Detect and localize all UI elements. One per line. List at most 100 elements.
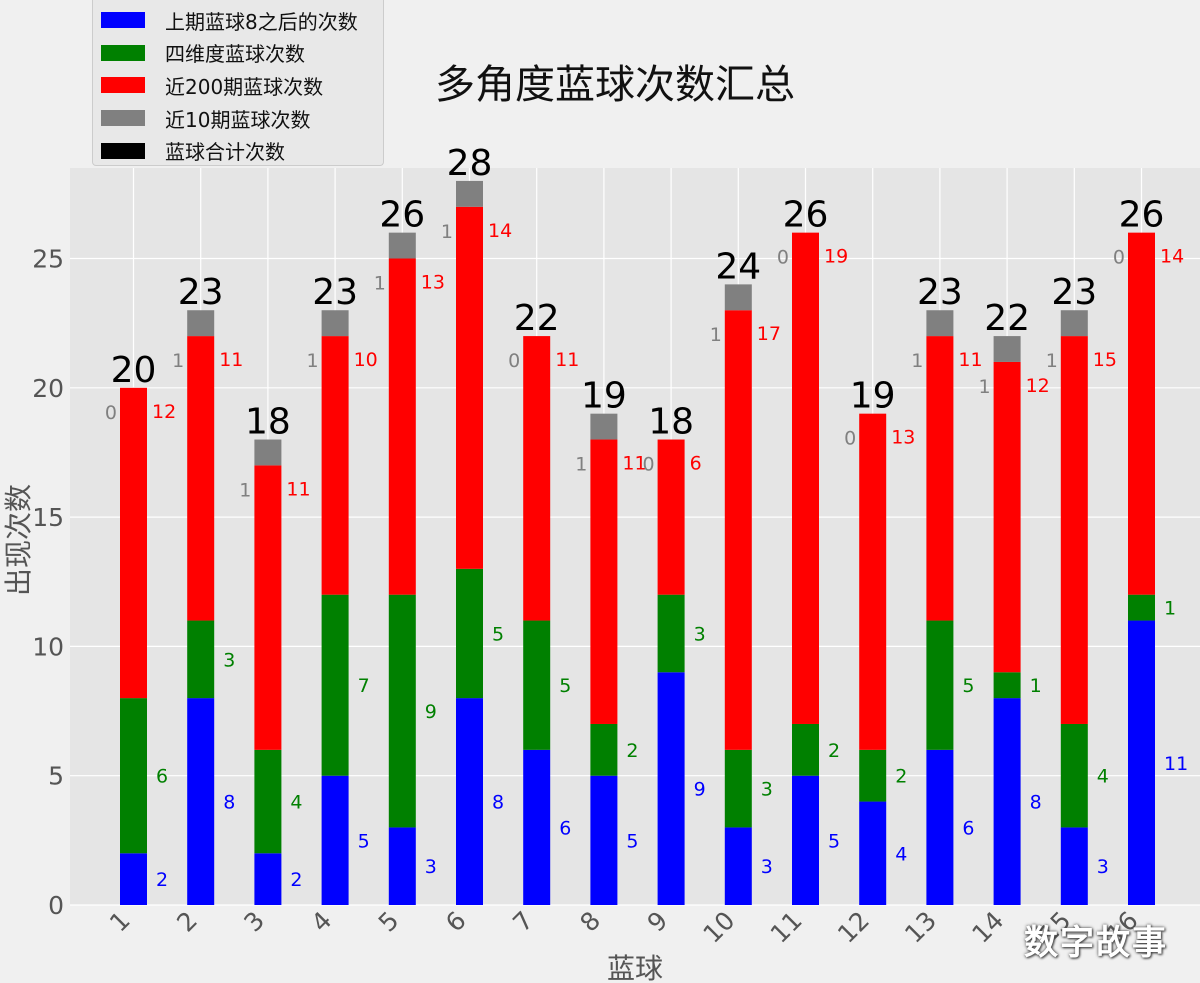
data-label: 5 xyxy=(828,830,840,852)
y-tick-label: 5 xyxy=(48,762,64,791)
data-label: 1 xyxy=(979,376,991,398)
data-label: 1 xyxy=(1164,598,1176,620)
bar-segment xyxy=(926,620,954,750)
bar-segment xyxy=(1128,232,1155,595)
bar-segment xyxy=(1128,594,1155,621)
data-label: 5 xyxy=(358,830,370,852)
data-label: 1 xyxy=(710,324,722,346)
bar-segment xyxy=(187,698,215,905)
bar-segment xyxy=(1060,310,1088,337)
total-label: 26 xyxy=(783,195,829,236)
data-label: 1 xyxy=(374,273,386,295)
bar-segment xyxy=(254,749,282,854)
data-label: 13 xyxy=(891,427,915,449)
data-label: 5 xyxy=(626,830,638,852)
x-tick-label: 13 xyxy=(899,906,942,949)
legend-swatch xyxy=(101,110,145,127)
bar-segment xyxy=(388,827,416,905)
data-label: 3 xyxy=(694,623,706,645)
x-tick-label: 8 xyxy=(574,906,606,938)
watermark: 数字故事 xyxy=(1024,923,1168,963)
total-label: 24 xyxy=(715,246,761,287)
y-tick-label: 0 xyxy=(48,891,64,920)
bar-segment xyxy=(724,284,752,311)
bar-segment xyxy=(388,258,416,595)
bar-segment xyxy=(187,336,215,621)
bar-segment xyxy=(993,698,1021,905)
data-label: 0 xyxy=(844,428,856,450)
data-label: 0 xyxy=(643,454,655,476)
data-label: 1 xyxy=(911,350,923,372)
bar-segment xyxy=(792,775,819,905)
data-label: 0 xyxy=(777,247,789,269)
bar-segment xyxy=(724,310,752,750)
total-label: 19 xyxy=(581,376,627,417)
data-label: 6 xyxy=(962,817,974,839)
data-label: 8 xyxy=(223,792,235,814)
bar-segment xyxy=(120,698,147,854)
bar-segment xyxy=(859,801,887,905)
legend-label: 上期蓝球8之后的次数 xyxy=(165,9,358,34)
x-tick-label: 3 xyxy=(238,906,270,938)
data-label: 17 xyxy=(757,323,781,345)
data-label: 6 xyxy=(156,766,168,788)
legend-item: 近10期蓝球次数 xyxy=(101,102,383,135)
legend-item: 蓝球合计次数 xyxy=(101,134,383,167)
y-tick-label: 20 xyxy=(32,374,64,403)
y-axis-label: 出现次数 xyxy=(2,484,35,596)
y-tick-label: 10 xyxy=(32,632,64,661)
bar-segment xyxy=(657,594,685,673)
bar-segment xyxy=(993,361,1021,673)
total-label: 19 xyxy=(850,376,896,417)
legend-swatch xyxy=(101,142,145,159)
data-label: 5 xyxy=(559,675,571,697)
data-label: 5 xyxy=(962,675,974,697)
bar-segment xyxy=(926,336,954,621)
x-tick-label: 4 xyxy=(306,906,338,938)
data-label: 13 xyxy=(421,272,445,294)
data-label: 3 xyxy=(425,856,437,878)
y-tick-label: 15 xyxy=(32,503,64,532)
data-label: 11 xyxy=(555,349,579,371)
total-label: 22 xyxy=(984,298,1030,339)
data-label: 3 xyxy=(761,856,773,878)
total-label: 23 xyxy=(178,272,224,313)
data-label: 2 xyxy=(290,869,302,891)
legend-label: 蓝球合计次数 xyxy=(165,140,285,165)
bar-segment xyxy=(120,387,147,699)
x-tick-label: 10 xyxy=(698,906,741,949)
legend-label: 四维度蓝球次数 xyxy=(165,42,305,67)
data-label: 11 xyxy=(286,478,310,500)
total-label: 23 xyxy=(312,272,358,313)
bar-segment xyxy=(926,310,954,337)
legend-swatch xyxy=(101,12,145,29)
bar-segment xyxy=(523,336,551,621)
bar-segment xyxy=(1128,620,1155,905)
bar-segment xyxy=(456,698,483,905)
y-tick-label: 25 xyxy=(32,245,64,274)
total-label: 22 xyxy=(514,298,560,339)
total-label: 18 xyxy=(245,402,291,443)
data-label: 14 xyxy=(488,220,512,242)
bar-segment xyxy=(321,310,349,337)
bar-segment xyxy=(254,853,282,905)
data-label: 11 xyxy=(219,349,243,371)
total-label: 28 xyxy=(447,143,493,184)
total-label: 18 xyxy=(648,402,694,443)
data-label: 4 xyxy=(895,843,907,865)
legend-item: 上期蓝球8之后的次数 xyxy=(101,4,383,37)
x-tick-label: 7 xyxy=(507,906,539,938)
bar-segment xyxy=(254,439,282,466)
data-label: 0 xyxy=(105,402,117,424)
bar-segment xyxy=(1060,723,1088,828)
bar-segment xyxy=(456,180,483,207)
data-label: 1 xyxy=(441,221,453,243)
bar-segment xyxy=(657,439,685,595)
bar-segment xyxy=(590,413,618,440)
data-label: 4 xyxy=(1097,766,1109,788)
data-label: 1 xyxy=(239,479,251,501)
bar-segment xyxy=(590,775,618,905)
data-label: 5 xyxy=(492,623,504,645)
x-tick-label: 5 xyxy=(373,906,405,938)
